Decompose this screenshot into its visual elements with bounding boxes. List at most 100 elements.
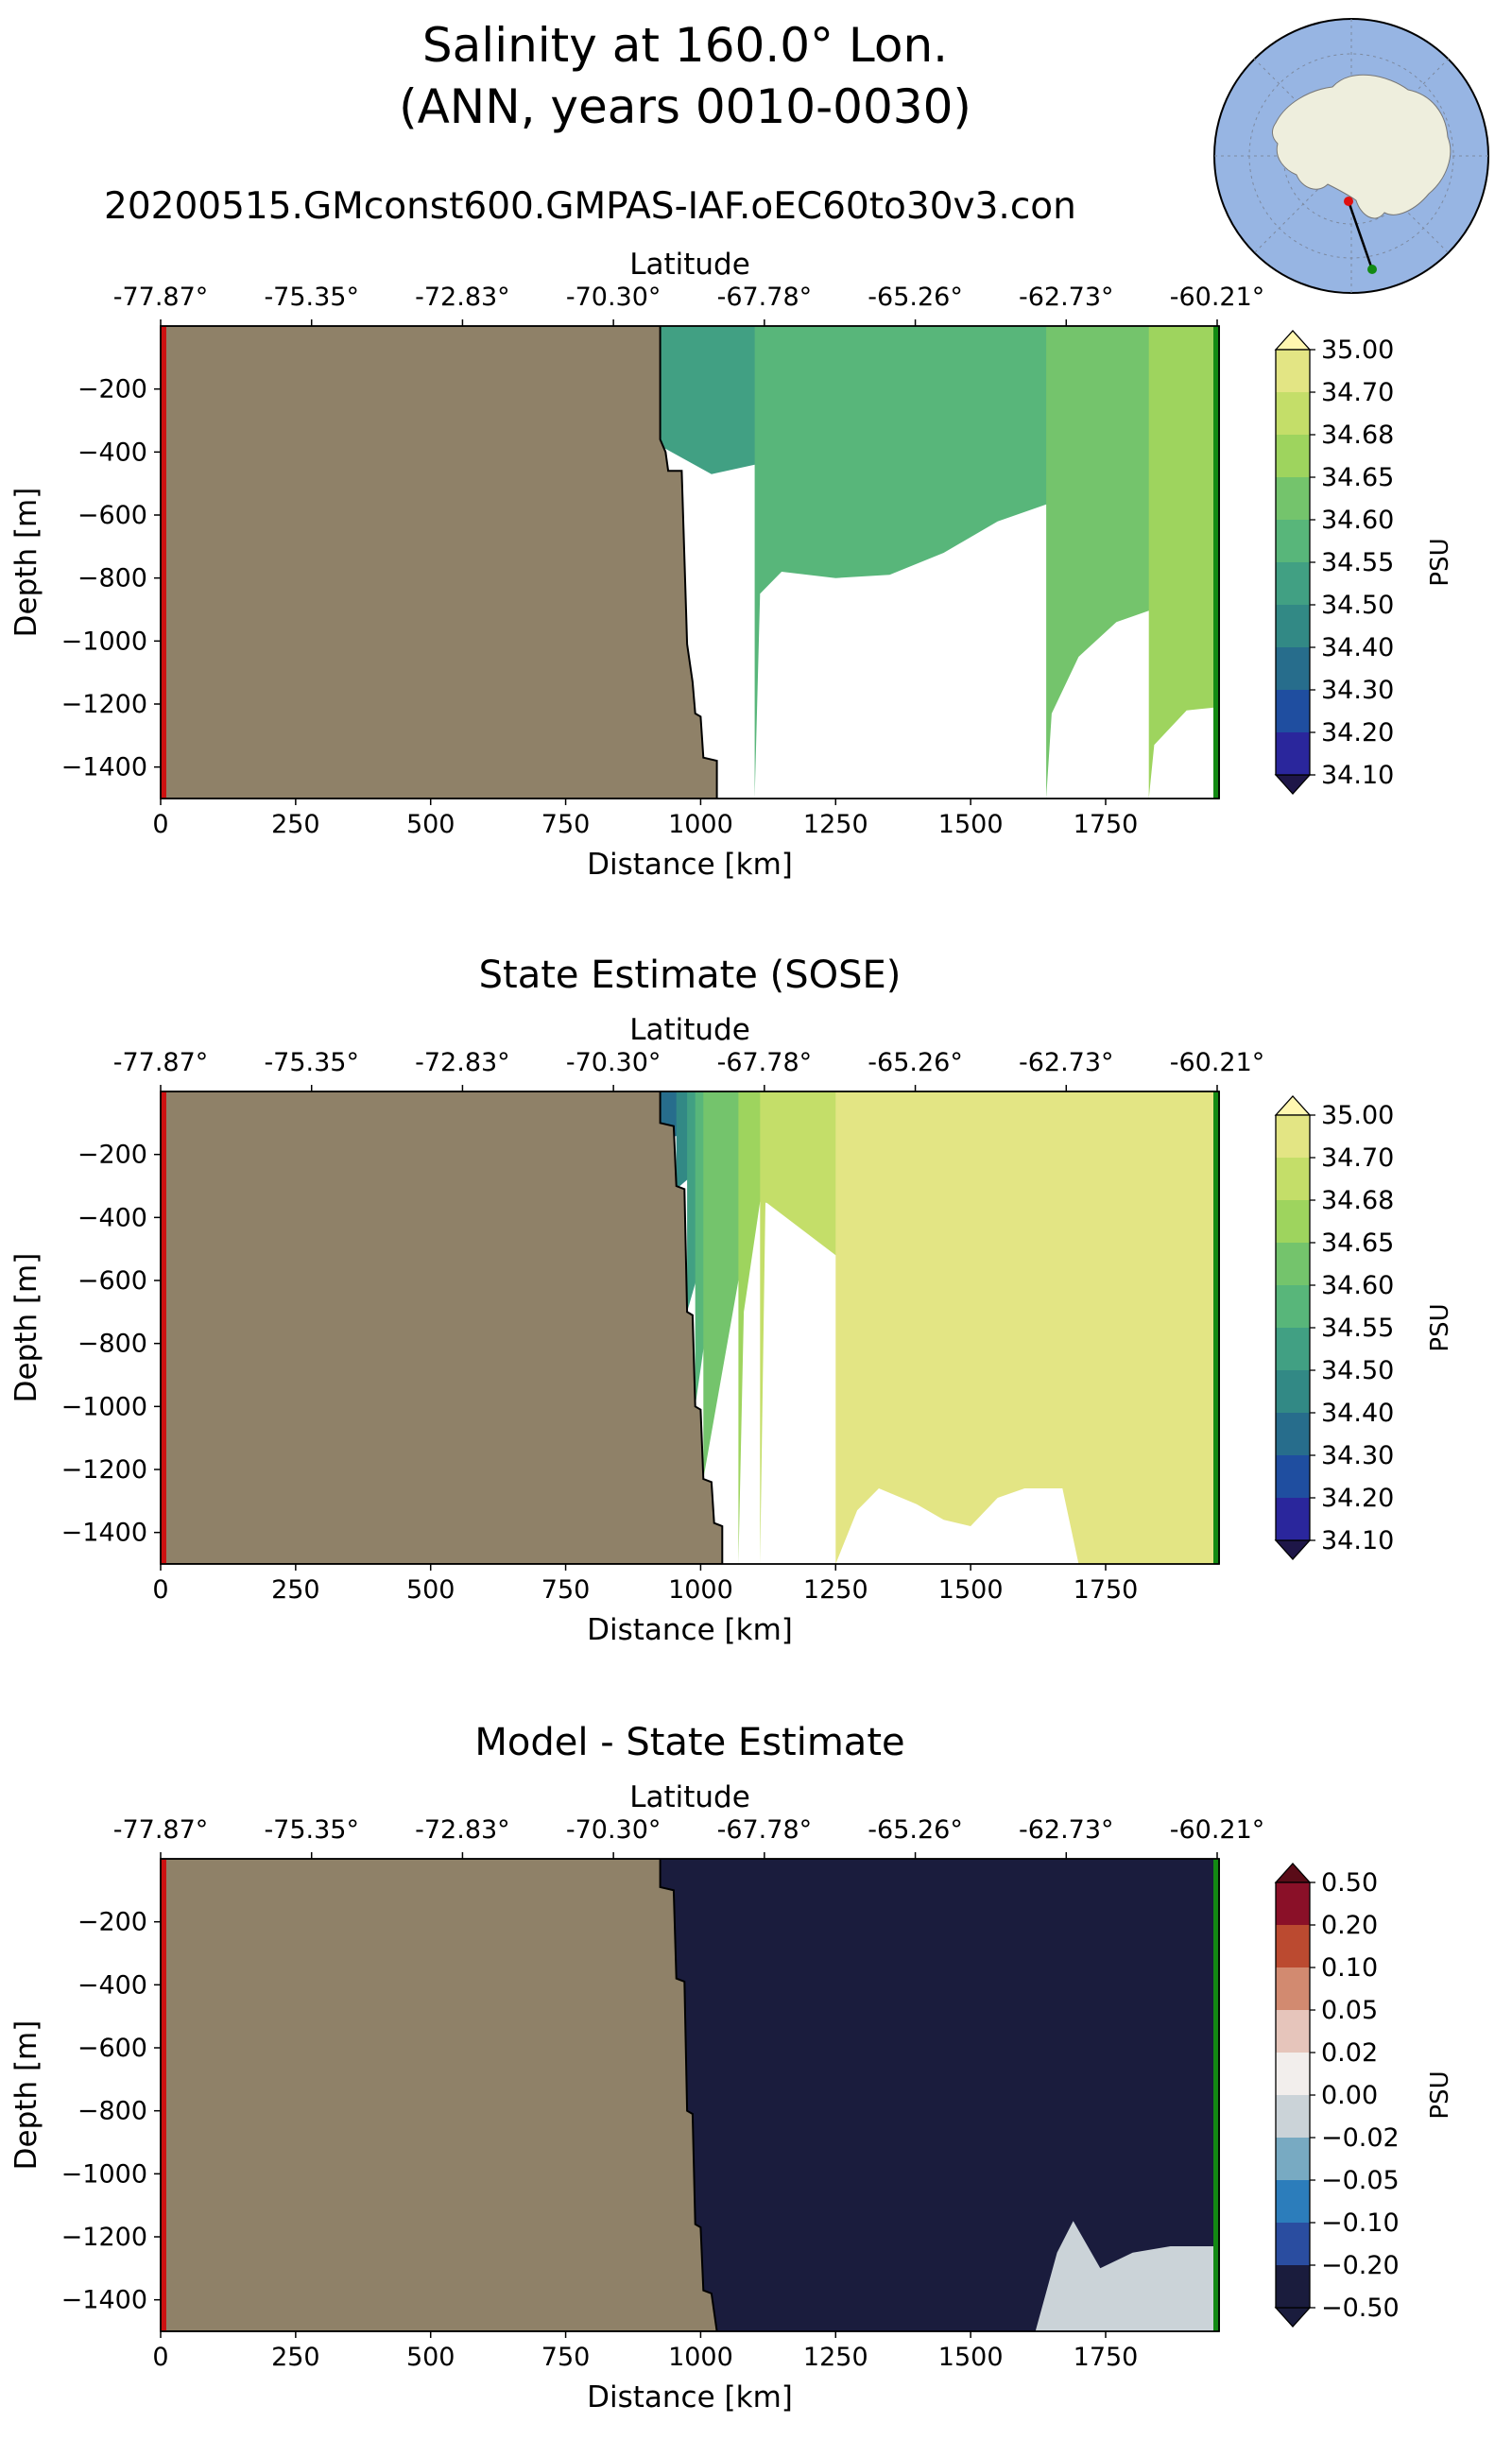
colorbar-label: PSU (1426, 1303, 1454, 1351)
y-tick-label: −400 (77, 438, 147, 467)
colorbar-segment-2 (1276, 1925, 1310, 1968)
colorbar-tick-label: 34.50 (1321, 591, 1394, 620)
colorbar-segment-7 (1276, 1370, 1310, 1414)
x-tick-label: 1250 (803, 1575, 868, 1605)
colorbar: 0.50 0.20 0.10 0.05 0.02 0.00 −0.02 −0.05 −0.10 −… (1274, 1863, 1454, 2328)
colorbar-tick-label: 34.20 (1321, 718, 1394, 747)
colorbar-segment-6 (1276, 1328, 1310, 1371)
colorbar-segment-10 (1276, 2265, 1310, 2309)
x-tick-label: 250 (271, 810, 320, 839)
y-tick-label: −200 (77, 375, 147, 404)
y-tick-label: −1200 (61, 2223, 147, 2252)
lat-tick-label: -67.78° (717, 283, 813, 312)
y-axis-label: Depth [m] (9, 488, 43, 638)
plot-frame (160, 1091, 1220, 1565)
x-tick-label: 500 (406, 2343, 455, 2372)
colorbar-tick-label: −0.10 (1321, 2208, 1400, 2238)
colorbar-tick-label: 34.60 (1321, 1271, 1394, 1300)
colorbar-tick-label: 34.20 (1321, 1484, 1394, 1513)
colorbar-label: PSU (1426, 538, 1454, 586)
x-tick-label: 1000 (668, 2343, 733, 2372)
x-tick-label: 250 (271, 2343, 320, 2372)
colorbar-tick-label: 34.55 (1321, 1314, 1394, 1343)
section-end-line (1213, 1859, 1220, 2331)
x-tick-label: 250 (271, 1575, 320, 1605)
colorbar-segment-4 (1276, 477, 1310, 521)
contour-patch-lower (1035, 2221, 1219, 2331)
colorbar-tick-label: 34.40 (1321, 633, 1394, 662)
colorbar-segment-6 (1276, 2095, 1310, 2139)
colorbar-segment-3 (1276, 1200, 1310, 1244)
run-name: 20200515.GMconst600.GMPAS-IAF.oEC60to30v… (104, 185, 1076, 228)
y-tick-label: −1000 (61, 1392, 147, 1421)
x-tick-label: 750 (541, 2343, 591, 2372)
lat-tick-label: -70.30° (566, 283, 662, 312)
x-tick-label: 750 (541, 810, 591, 839)
y-tick-label: −400 (77, 1970, 147, 2000)
x-tick-label: 1750 (1074, 1575, 1139, 1605)
lat-tick-label: -67.78° (717, 1815, 813, 1845)
colorbar-segment-2 (1276, 1158, 1310, 1201)
y-tick-label: −1400 (61, 753, 147, 782)
top-axis-label: Latitude (629, 1780, 750, 1814)
x-tick-label: 0 (152, 810, 168, 839)
plot-frame (160, 1858, 1220, 2332)
y-tick-label: −400 (77, 1203, 147, 1232)
colorbar-tick-label: 35.00 (1321, 335, 1394, 365)
x-tick-label: 0 (152, 1575, 168, 1605)
plot-area (161, 1859, 1219, 2331)
lat-tick-label: -65.26° (868, 283, 963, 312)
lat-tick-label: -77.87° (113, 1048, 209, 1077)
colorbar-segment-3 (1276, 435, 1310, 478)
panel-2: State Estimate (SOSE) 0 250 500 750 1000 1250 1… (9, 954, 1454, 1647)
colorbar-segment-4 (1276, 1243, 1310, 1286)
lat-tick-label: -70.30° (566, 1048, 662, 1077)
y-tick-label: −1400 (61, 1519, 147, 1548)
colorbar-tick-label: −0.05 (1321, 2166, 1400, 2195)
colorbar-extend-bottom (1274, 774, 1312, 795)
y-tick-label: −1200 (61, 690, 147, 719)
colorbar-segment-7 (1276, 2138, 1310, 2181)
y-tick-label: −1400 (61, 2286, 147, 2315)
y-tick-label: −800 (77, 564, 147, 593)
lat-tick-label: -62.73° (1019, 1048, 1114, 1077)
colorbar-tick-label: 0.02 (1321, 2038, 1378, 2068)
colorbar-segment-8 (1276, 647, 1310, 691)
x-tick-label: 1500 (938, 810, 1004, 839)
lat-tick-label: -72.83° (415, 283, 510, 312)
colorbar-segment-8 (1276, 2180, 1310, 2224)
colorbar-tick-label: 34.60 (1321, 506, 1394, 535)
lat-tick-label: -60.21° (1170, 1815, 1265, 1845)
plot-area (161, 1091, 1219, 1564)
colorbar-extend-top (1274, 1095, 1312, 1116)
x-axis-label: Distance [km] (587, 1613, 793, 1647)
colorbar: 35.00 34.70 34.68 34.65 34.60 34.55 34.50 34.40… (1274, 330, 1454, 795)
section-end-line (1213, 326, 1220, 799)
lat-tick-label: -75.35° (264, 1048, 359, 1077)
panel-3: Model - State Estimate 0 250 500 750 1000 1250… (9, 1721, 1454, 2414)
colorbar-tick-label: −0.02 (1321, 2123, 1400, 2153)
colorbar-tick-label: −0.50 (1321, 2294, 1400, 2323)
y-tick-label: −600 (77, 1266, 147, 1296)
colorbar-segment-1 (1276, 1882, 1310, 1926)
colorbar-tick-label: 0.05 (1321, 1996, 1378, 2025)
lat-tick-label: -75.35° (264, 1815, 359, 1845)
colorbar-tick-label: 34.55 (1321, 548, 1394, 577)
lat-tick-label: -72.83° (415, 1048, 510, 1077)
lat-tick-label: -77.87° (113, 283, 209, 312)
colorbar-segment-1 (1276, 1115, 1310, 1159)
colorbar-tick-label: 34.65 (1321, 463, 1394, 492)
colorbar-tick-label: 34.70 (1321, 1143, 1394, 1173)
colorbar-tick-label: 0.20 (1321, 1911, 1378, 1940)
y-tick-label: −1200 (61, 1455, 147, 1485)
colorbar-tick-label: 34.30 (1321, 676, 1394, 705)
inset-section-start-marker (1344, 197, 1353, 206)
colorbar-tick-label: 34.68 (1321, 421, 1394, 450)
colorbar-segment-10 (1276, 732, 1310, 776)
colorbar-extend-bottom (1274, 2307, 1312, 2328)
colorbar-segment-4 (1276, 2010, 1310, 2053)
x-tick-label: 500 (406, 1575, 455, 1605)
x-tick-label: 1000 (668, 810, 733, 839)
lat-tick-label: -72.83° (415, 1815, 510, 1845)
